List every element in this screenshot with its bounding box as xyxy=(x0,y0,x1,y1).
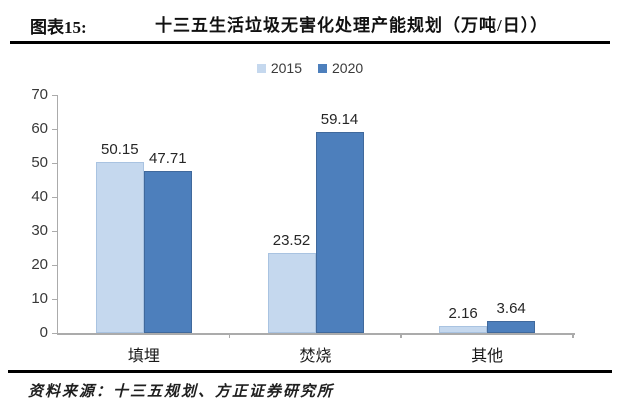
y-tick-mark xyxy=(52,94,57,96)
y-tick-mark xyxy=(52,162,57,164)
footer-divider xyxy=(8,370,612,373)
y-tick-mark xyxy=(52,128,57,130)
bar-value-label: 3.64 xyxy=(496,299,526,317)
y-tick-label: 30 xyxy=(31,222,48,239)
chart-legend: 2015 2020 xyxy=(0,60,620,76)
bar-2020-其他 xyxy=(487,320,536,333)
figure-title: 十三五生活垃圾无害化处理产能规划（万吨/日）） xyxy=(155,16,549,35)
y-tick-label: 70 xyxy=(31,86,48,103)
y-tick-label: 40 xyxy=(31,188,48,205)
x-axis-line xyxy=(56,333,575,335)
figure-label: 图表15: xyxy=(30,18,87,37)
legend-label: 2020 xyxy=(332,60,364,76)
y-axis-line xyxy=(56,95,58,333)
bar-value-label: 47.71 xyxy=(149,149,187,167)
bar-value-label: 59.14 xyxy=(320,110,359,128)
y-tick-mark xyxy=(52,332,57,334)
y-tick-mark xyxy=(52,264,57,266)
legend-label: 2015 xyxy=(270,60,302,76)
category-label-填埋: 填埋 xyxy=(127,348,160,365)
legend-swatch-icon xyxy=(318,63,327,73)
y-tick-label: 20 xyxy=(31,256,48,273)
source-note: 资料来源：十三五规划、方正证券研究所 xyxy=(28,384,335,400)
y-tick-label: 60 xyxy=(31,120,48,137)
legend-swatch-icon xyxy=(256,63,266,73)
y-tick-label: 10 xyxy=(31,290,48,307)
x-tick-mark xyxy=(572,333,574,338)
bar-2020-填埋 xyxy=(143,170,192,333)
legend-item-2020: 2020 xyxy=(318,60,363,76)
y-tick-mark xyxy=(52,230,57,232)
y-tick-label: 50 xyxy=(31,154,48,171)
x-tick-mark xyxy=(400,333,402,338)
bar-2015-其他 xyxy=(439,325,488,333)
title-divider xyxy=(10,41,610,44)
bar-2020-焚烧 xyxy=(315,131,364,333)
bar-2015-焚烧 xyxy=(267,253,316,333)
legend-item-2015: 2015 xyxy=(256,60,302,76)
x-tick-mark xyxy=(228,333,231,338)
category-label-其他: 其他 xyxy=(471,348,504,365)
bar-value-label: 50.15 xyxy=(101,141,139,159)
y-tick-mark xyxy=(52,298,57,300)
category-label-焚烧: 焚烧 xyxy=(299,348,332,365)
y-tick-mark xyxy=(52,196,57,198)
bar-value-label: 2.16 xyxy=(448,304,478,322)
bar-value-label: 23.52 xyxy=(272,232,311,250)
y-tick-label: 0 xyxy=(39,324,48,341)
bar-2015-填埋 xyxy=(95,162,144,333)
